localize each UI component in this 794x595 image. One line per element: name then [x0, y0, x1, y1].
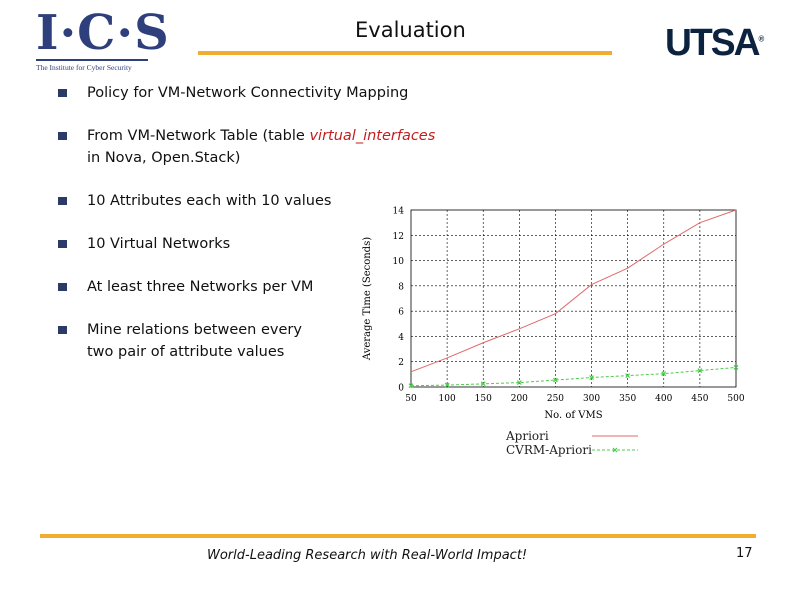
y-tick-label: 4 — [398, 333, 404, 343]
bullet-text: From VM-Network Table (table virtual_int… — [87, 125, 435, 169]
legend-label: Apriori — [505, 429, 549, 443]
legend-label: CVRM-Apriori — [506, 443, 592, 457]
bullet-text-line1: Mine relations between every — [87, 322, 302, 338]
bullet-text: Policy for VM-Network Connectivity Mappi… — [87, 85, 409, 101]
title-underline — [198, 51, 612, 55]
bullet-marker — [58, 283, 67, 291]
x-tick-label: 500 — [727, 394, 744, 404]
bullet-marker — [58, 132, 67, 140]
footer-tagline: World-Leading Research with Real-World I… — [207, 548, 528, 563]
bullet-text: Mine relations between every two pair of… — [87, 319, 302, 363]
ics-logo-rule — [36, 59, 148, 61]
x-tick-label: 100 — [439, 394, 456, 404]
bullet-text-line2: two pair of attribute values — [87, 344, 285, 360]
x-tick-label: 300 — [583, 394, 600, 404]
data-point — [733, 364, 739, 370]
slide-title: Evaluation — [355, 18, 466, 42]
bullet-marker — [58, 197, 67, 205]
x-tick-label: 250 — [547, 394, 564, 404]
page-number: 17 — [736, 546, 753, 561]
y-tick-label: 10 — [393, 257, 405, 267]
series-line-cvrm-apriori — [410, 366, 737, 387]
data-point — [553, 377, 558, 383]
data-point — [625, 373, 631, 379]
data-point — [444, 382, 450, 388]
y-tick-label: 6 — [398, 308, 404, 318]
y-tick-label: 2 — [398, 358, 404, 368]
data-point — [589, 375, 594, 380]
legend-marker — [612, 447, 618, 453]
x-tick-label: 400 — [655, 394, 672, 404]
bullet-text: At least three Networks per VM — [87, 279, 314, 295]
bullet-marker — [58, 326, 67, 334]
x-axis-label: No. of VMS — [544, 410, 602, 421]
utsa-logo-text: UTSA — [665, 22, 761, 64]
series-line-apriori — [410, 209, 737, 373]
y-tick-label: 14 — [393, 207, 405, 217]
y-tick-label: 8 — [398, 282, 404, 292]
y-tick-label: 0 — [398, 384, 404, 394]
bullet-marker — [58, 89, 67, 97]
utsa-logo: UTSA® — [665, 22, 764, 65]
bullet-text: 10 Attributes each with 10 values — [87, 193, 332, 209]
time-vs-vms-chart: 0 2 4 6 8 10 12 14 50 100 150 200 250 300 350 400 450 500… — [362, 207, 745, 458]
data-point — [408, 383, 414, 389]
ics-logo-subtitle: The Institute for Cyber Security — [36, 63, 132, 72]
plot-frame — [410, 209, 737, 388]
bullet-highlight: virtual_interfaces — [309, 128, 436, 144]
ics-logo: I·C·S The Institute for Cyber Security — [36, 5, 170, 72]
data-point — [661, 371, 667, 377]
utsa-logo-reg: ® — [758, 34, 765, 44]
data-point — [516, 380, 522, 385]
data-point — [480, 381, 486, 387]
x-tick-label: 450 — [691, 394, 708, 404]
x-tick-label: 150 — [475, 394, 492, 404]
bullet-text-line2: in Nova, Open.Stack) — [87, 150, 241, 166]
bullet-text: 10 Virtual Networks — [87, 236, 231, 252]
y-tick-label: 12 — [393, 232, 404, 242]
bullet-text-part: From VM-Network Table (table — [87, 128, 310, 144]
x-tick-label: 50 — [405, 394, 417, 404]
footer-rule — [40, 534, 756, 538]
x-tick-label: 350 — [619, 394, 636, 404]
bullet-marker — [58, 240, 67, 248]
ics-logo-mark: I·C·S — [36, 5, 170, 61]
y-axis-label: Average Time (Seconds) — [362, 237, 373, 361]
data-point — [697, 368, 703, 373]
x-tick-label: 200 — [511, 394, 528, 404]
